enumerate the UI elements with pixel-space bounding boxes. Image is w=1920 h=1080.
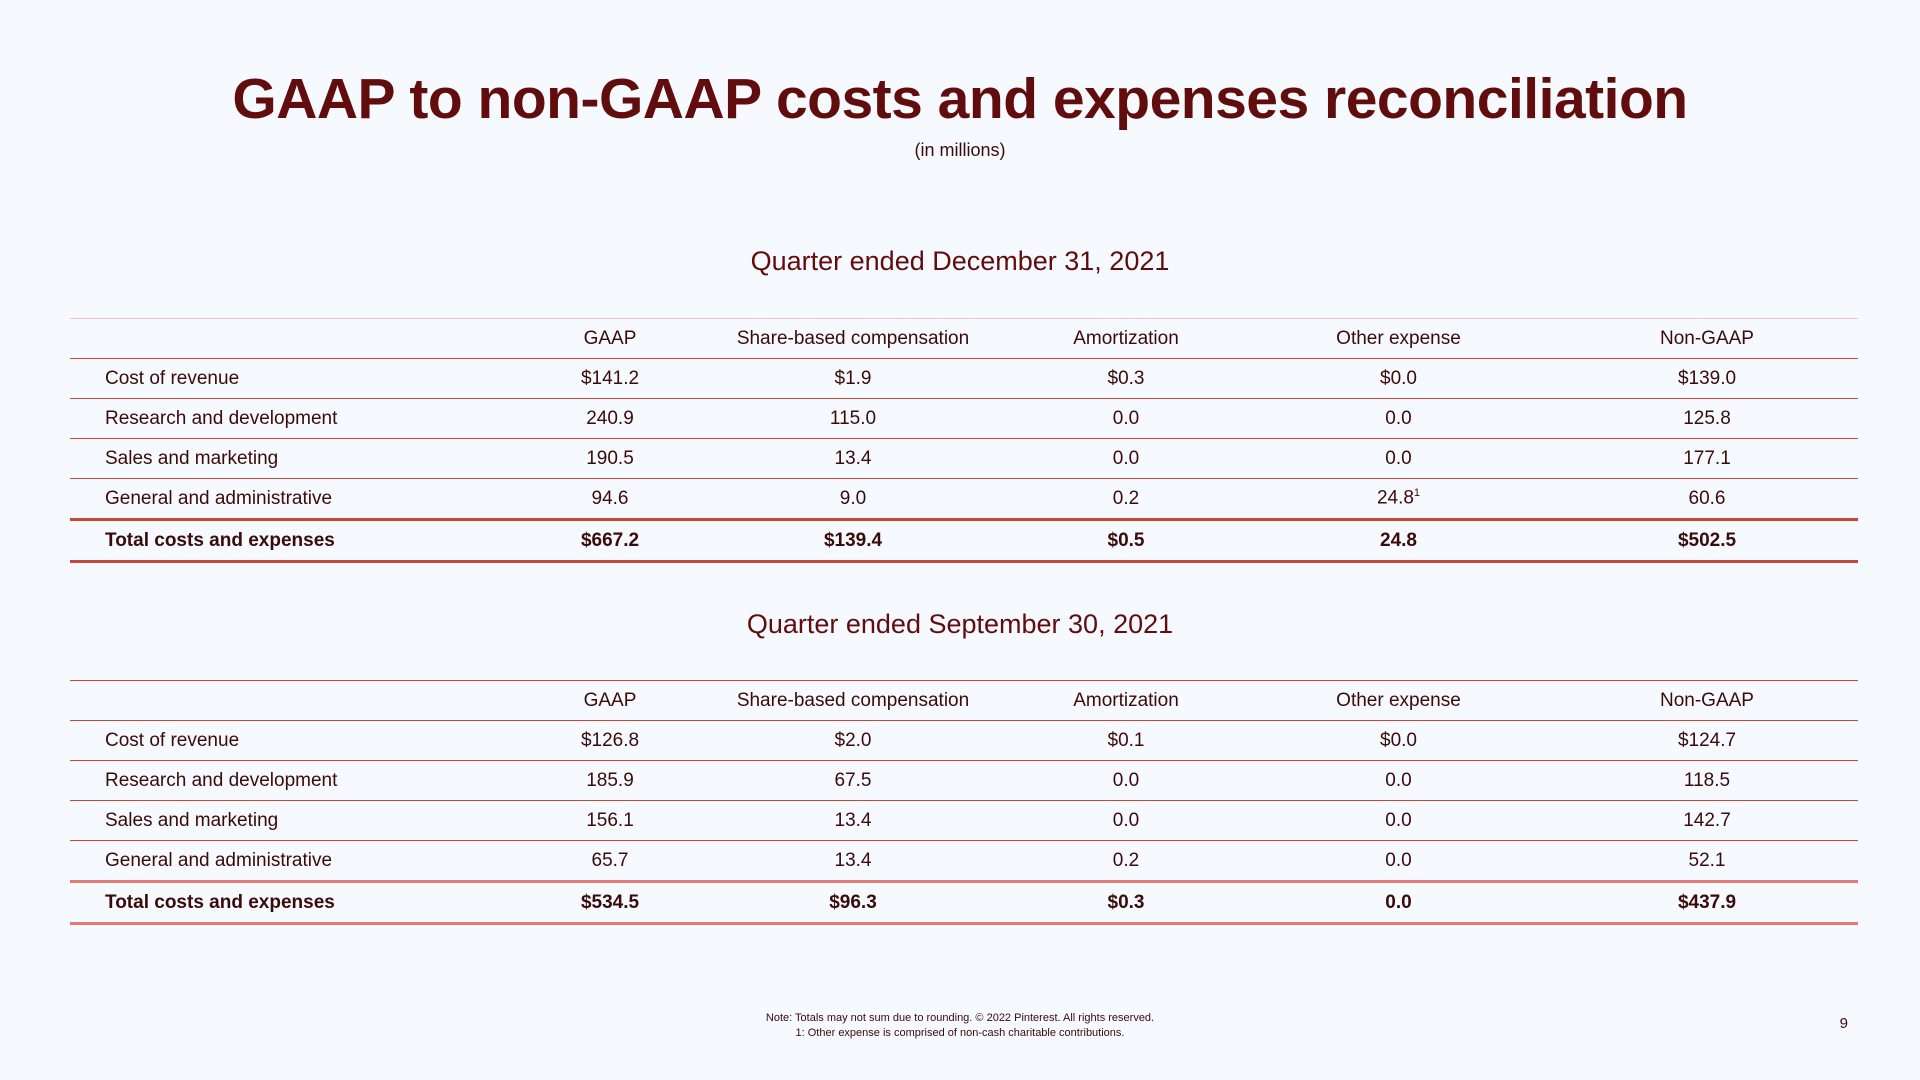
footnote-note: Note: Totals may not sum due to rounding… <box>765 1012 1155 1024</box>
cell-amortization: 0.0 <box>1011 800 1241 841</box>
footnote: Note: Totals may not sum due to rounding… <box>0 1011 1920 1041</box>
total-non-gaap: $437.9 <box>1556 880 1858 925</box>
cell-sbc: 13.4 <box>695 438 1011 479</box>
cell-non-gaap: 177.1 <box>1556 438 1858 479</box>
table-header-row: GAAP Share-based compensation Amortizati… <box>70 680 1858 721</box>
total-gaap: $534.5 <box>525 880 695 925</box>
total-other-expense: 0.0 <box>1241 880 1556 925</box>
cell-other-expense: 0.0 <box>1241 398 1556 439</box>
cell-sbc: 9.0 <box>695 478 1011 520</box>
column-header-non-gaap: Non-GAAP <box>1556 680 1858 721</box>
cell-sbc: 13.4 <box>695 840 1011 882</box>
table-row: General and administrative 65.7 13.4 0.2… <box>70 840 1858 882</box>
header-blank <box>70 318 525 359</box>
table-row: Research and development 240.9 115.0 0.0… <box>70 398 1858 439</box>
cell-sbc: 13.4 <box>695 800 1011 841</box>
footnote-other-expense: 1: Other expense is comprised of non-cas… <box>795 1027 1125 1039</box>
total-non-gaap: $502.5 <box>1556 518 1858 563</box>
cell-non-gaap: $124.7 <box>1556 720 1858 761</box>
cell-non-gaap: 52.1 <box>1556 840 1858 882</box>
table-row: Cost of revenue $141.2 $1.9 $0.3 $0.0 $1… <box>70 358 1858 399</box>
section-heading-q3: Quarter ended September 30, 2021 <box>746 609 1174 639</box>
column-header-sbc: Share-based compensation <box>695 680 1011 721</box>
cell-amortization: 0.0 <box>1011 438 1241 479</box>
total-amortization: $0.3 <box>1011 880 1241 925</box>
reconciliation-table-q3: GAAP Share-based compensation Amortizati… <box>70 680 1858 925</box>
cell-gaap: 94.6 <box>525 478 695 520</box>
table-row: Sales and marketing 156.1 13.4 0.0 0.0 1… <box>70 800 1858 841</box>
cell-amortization: 0.0 <box>1011 760 1241 801</box>
row-label: General and administrative <box>70 478 525 520</box>
cell-other-expense: $0.0 <box>1241 720 1556 761</box>
total-row: Total costs and expenses $667.2 $139.4 $… <box>70 518 1858 563</box>
header-blank <box>70 680 525 721</box>
total-amortization: $0.5 <box>1011 518 1241 563</box>
row-label: Cost of revenue <box>70 358 525 399</box>
cell-non-gaap: 60.6 <box>1556 478 1858 520</box>
cell-sbc: $1.9 <box>695 358 1011 399</box>
page-number: 9 <box>1839 1015 1848 1032</box>
cell-other-expense: 24.81 <box>1241 478 1556 520</box>
cell-sbc: 67.5 <box>695 760 1011 801</box>
cell-sbc: 115.0 <box>695 398 1011 439</box>
column-header-other-expense: Other expense <box>1241 680 1556 721</box>
cell-amortization: 0.2 <box>1011 840 1241 882</box>
cell-sbc: $2.0 <box>695 720 1011 761</box>
footnote-marker: 1 <box>1413 487 1421 500</box>
cell-non-gaap: $139.0 <box>1556 358 1858 399</box>
cell-amortization: $0.3 <box>1011 358 1241 399</box>
cell-non-gaap: 118.5 <box>1556 760 1858 801</box>
reconciliation-table-q4: GAAP Share-based compensation Amortizati… <box>70 318 1858 563</box>
table-row: General and administrative 94.6 9.0 0.2 … <box>70 478 1858 520</box>
column-header-other-expense: Other expense <box>1241 318 1556 359</box>
cell-other-expense: 0.0 <box>1241 800 1556 841</box>
cell-other-expense: $0.0 <box>1241 358 1556 399</box>
total-gaap: $667.2 <box>525 518 695 563</box>
total-sbc: $139.4 <box>695 518 1011 563</box>
column-header-non-gaap: Non-GAAP <box>1556 318 1858 359</box>
column-header-amortization: Amortization <box>1011 318 1241 359</box>
column-header-amortization: Amortization <box>1011 680 1241 721</box>
row-label: Cost of revenue <box>70 720 525 761</box>
cell-other-expense: 0.0 <box>1241 760 1556 801</box>
cell-gaap: 65.7 <box>525 840 695 882</box>
cell-gaap: $141.2 <box>525 358 695 399</box>
cell-amortization: $0.1 <box>1011 720 1241 761</box>
column-header-gaap: GAAP <box>525 680 695 721</box>
page-title: GAAP to non-GAAP costs and expenses reco… <box>232 67 1688 131</box>
total-label: Total costs and expenses <box>70 880 525 925</box>
table-row: Sales and marketing 190.5 13.4 0.0 0.0 1… <box>70 438 1858 479</box>
cell-gaap: 156.1 <box>525 800 695 841</box>
table-header-row: GAAP Share-based compensation Amortizati… <box>70 318 1858 359</box>
cell-other-expense: 0.0 <box>1241 438 1556 479</box>
total-other-expense: 24.8 <box>1241 518 1556 563</box>
cell-other-expense: 0.0 <box>1241 840 1556 882</box>
units-subtitle: (in millions) <box>914 140 1006 160</box>
column-header-gaap: GAAP <box>525 318 695 359</box>
cell-gaap: $126.8 <box>525 720 695 761</box>
table-row: Cost of revenue $126.8 $2.0 $0.1 $0.0 $1… <box>70 720 1858 761</box>
total-label: Total costs and expenses <box>70 518 525 563</box>
cell-amortization: 0.2 <box>1011 478 1241 520</box>
row-label: General and administrative <box>70 840 525 882</box>
row-label: Sales and marketing <box>70 800 525 841</box>
row-label: Sales and marketing <box>70 438 525 479</box>
total-row: Total costs and expenses $534.5 $96.3 $0… <box>70 880 1858 925</box>
column-header-sbc: Share-based compensation <box>695 318 1011 359</box>
cell-gaap: 240.9 <box>525 398 695 439</box>
table-row: Research and development 185.9 67.5 0.0 … <box>70 760 1858 801</box>
row-label: Research and development <box>70 398 525 439</box>
cell-amortization: 0.0 <box>1011 398 1241 439</box>
cell-gaap: 185.9 <box>525 760 695 801</box>
cell-gaap: 190.5 <box>525 438 695 479</box>
section-heading-q4: Quarter ended December 31, 2021 <box>750 246 1170 276</box>
other-expense-value: 24.8 <box>1376 487 1414 509</box>
total-sbc: $96.3 <box>695 880 1011 925</box>
row-label: Research and development <box>70 760 525 801</box>
cell-non-gaap: 125.8 <box>1556 398 1858 439</box>
cell-non-gaap: 142.7 <box>1556 800 1858 841</box>
